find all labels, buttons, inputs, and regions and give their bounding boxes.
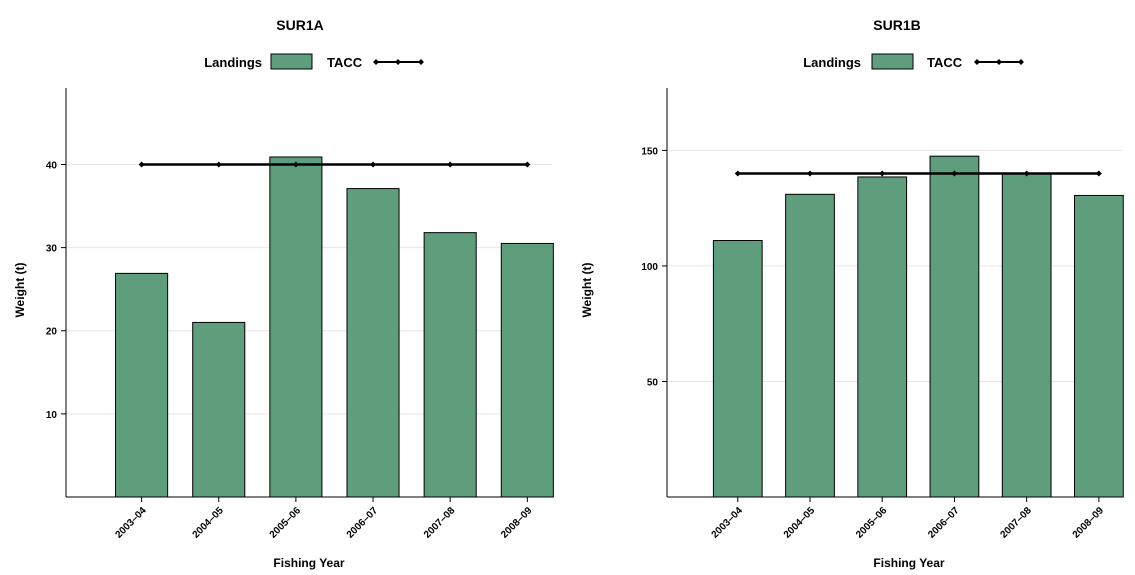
legend: Landings TACC xyxy=(204,53,424,70)
legend: Landings TACC xyxy=(803,53,1024,70)
legend-label-tacc: TACC xyxy=(327,55,363,70)
bar-landings xyxy=(192,321,246,498)
x-tick-label: 2007–08 xyxy=(998,505,1034,541)
bar-landings xyxy=(269,156,323,498)
chart-sur1a: SUR1A Landings TACC 10 20 30 40 2003–04 2004… xyxy=(13,17,554,570)
y-tick-label: 40 xyxy=(46,160,58,171)
x-tick-label: 2005–06 xyxy=(268,505,304,541)
bar-landings xyxy=(785,193,835,498)
y-tick-label: 100 xyxy=(641,262,658,273)
y-axis-label: Weight (t) xyxy=(13,262,27,317)
bar-landings xyxy=(115,272,169,498)
point-tacc xyxy=(1023,170,1030,177)
y-axis-label: Weight (t) xyxy=(580,262,594,317)
bar-landings xyxy=(712,240,763,498)
bar-landings xyxy=(857,176,908,498)
legend-label-tacc: TACC xyxy=(927,55,963,70)
y-tick-label: 10 xyxy=(46,410,58,421)
bar-landings xyxy=(346,188,400,498)
bar-landings xyxy=(500,242,554,498)
bar-landings xyxy=(1074,194,1124,498)
point-tacc xyxy=(215,161,222,168)
legend-swatch-landings xyxy=(270,53,313,70)
legend-swatch-tacc xyxy=(974,59,1024,65)
x-tick-label: 2004–05 xyxy=(782,505,818,541)
point-tacc xyxy=(879,170,886,177)
chart-panel-sur1a: SUR1A Landings TACC 10 20 30 40 2003–04 2004… xyxy=(0,0,567,570)
x-tick-label: 2007–08 xyxy=(422,505,458,541)
bar-landings xyxy=(423,232,477,498)
point-tacc xyxy=(807,170,813,177)
x-axis-label: Fishing Year xyxy=(873,556,944,570)
x-tick-label: 2005–06 xyxy=(854,505,890,541)
point-tacc xyxy=(138,161,145,168)
point-tacc xyxy=(734,170,741,177)
y-tick-label: 150 xyxy=(641,146,658,157)
x-tick-label: 2003–04 xyxy=(710,505,746,541)
x-tick-label: 2006–07 xyxy=(926,505,962,541)
x-axis-label: Fishing Year xyxy=(273,556,344,570)
chart-title: SUR1B xyxy=(873,17,920,33)
point-tacc xyxy=(524,161,531,168)
y-tick-label: 50 xyxy=(647,377,659,388)
point-tacc xyxy=(951,170,958,177)
chart-sur1b: SUR1B Landings TACC 50 100 150 2003–04 2004… xyxy=(580,17,1124,570)
bar-landings xyxy=(1001,172,1052,498)
chart-panel-sur1b: SUR1B Landings TACC 50 100 150 2003–04 2004… xyxy=(567,0,1134,570)
y-tick-label: 30 xyxy=(46,244,58,255)
x-tick-label: 2008–09 xyxy=(1071,505,1107,541)
y-tick-label: 20 xyxy=(46,327,58,338)
bar-landings xyxy=(929,155,980,498)
x-tick-label: 2008–09 xyxy=(499,505,535,541)
legend-swatch-landings xyxy=(871,53,914,70)
x-tick-label: 2004–05 xyxy=(191,505,227,541)
chart-title: SUR1A xyxy=(276,17,323,33)
x-tick-label: 2006–07 xyxy=(345,505,381,541)
point-tacc xyxy=(370,161,377,168)
point-tacc xyxy=(447,161,454,168)
legend-label-landings: Landings xyxy=(803,55,861,70)
point-tacc xyxy=(292,161,299,168)
x-tick-label: 2003–04 xyxy=(113,505,149,541)
legend-label-landings: Landings xyxy=(204,55,262,70)
legend-swatch-tacc xyxy=(373,59,424,65)
point-tacc xyxy=(1095,170,1102,177)
